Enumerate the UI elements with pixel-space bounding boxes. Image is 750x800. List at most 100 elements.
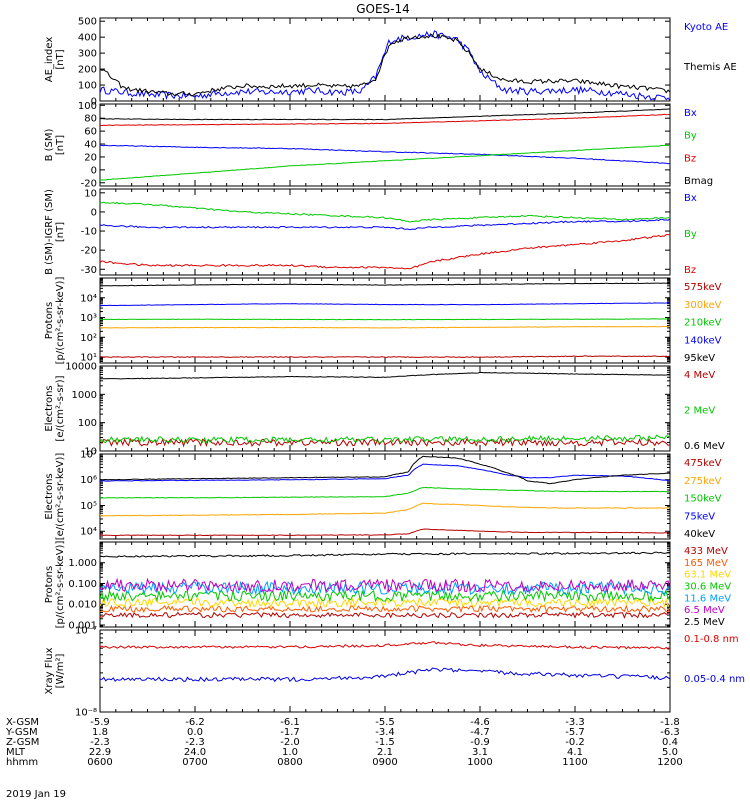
panel-frame (99, 629, 671, 713)
footer-value: -3.4 (375, 727, 395, 738)
series-line (100, 577, 670, 594)
series-line (100, 455, 670, 485)
y-tick-label: 10000 (65, 362, 97, 373)
legend-entry: By (684, 229, 697, 240)
legend-entry: Bx (684, 108, 697, 119)
footer-value: -5.7 (565, 727, 585, 738)
legend-entry: 75keV (684, 511, 715, 522)
y-tick-label: 10 (84, 188, 97, 199)
footer-value: 24.0 (184, 747, 206, 758)
y-tick-label: 40 (84, 140, 97, 151)
series-line (100, 144, 670, 181)
series-line (100, 201, 670, 223)
panel-ae: 0 100 200 300 400 500 AE_index[nT] Kyoto AE Them… (44, 17, 737, 108)
series-line (100, 371, 670, 380)
series-line (100, 486, 670, 499)
legend-entry: 575keV (684, 282, 722, 293)
footer-value: 4.1 (567, 747, 583, 758)
footer-value: 0.4 (662, 737, 678, 748)
legend-entry: 275keV (684, 476, 722, 487)
y-tick-label: 0.010 (68, 600, 97, 611)
legend-entry: 475keV (684, 458, 722, 469)
y-tick-label: 0 (91, 97, 97, 108)
footer-value: 5.0 (662, 747, 678, 758)
footer-value: 0600 (87, 757, 112, 768)
y-tick-label: 0.001 (68, 620, 97, 631)
series-line (100, 434, 670, 444)
y-axis-label-line: AE_index (44, 37, 55, 83)
y-tick-label: 1.000 (68, 558, 97, 569)
y-tick-label: -10 (81, 227, 97, 238)
y-axis-label-line: Protons (44, 302, 55, 339)
y-axis-label: Electrons[e/(cm²-s-sr)] (44, 375, 66, 441)
footer-value: 3.1 (472, 747, 488, 758)
legend-entry: 30.6 MeV (684, 582, 731, 593)
plot-title: GOES-14 (356, 2, 410, 16)
legend-entry: 6.5 MeV (684, 605, 725, 616)
series-line (100, 667, 670, 683)
panel-protons_high: 0.0010.0100.1001.000Protons[p/(cm²-s-sr-… (44, 541, 731, 632)
date-label: 2019 Jan 19 (6, 789, 66, 800)
footer-value: 1.8 (92, 727, 108, 738)
legend-entry: 40keV (684, 529, 715, 540)
footer-value: -6.1 (280, 717, 300, 728)
footer-value: -5.9 (90, 717, 110, 728)
footer-value: -1.8 (660, 717, 680, 728)
legend-entry: 4 MeV (684, 370, 715, 381)
footer-row-label: Y-GSM (5, 727, 38, 738)
y-axis-label-line: [nT] (55, 49, 66, 69)
footer-value: 1.0 (282, 747, 298, 758)
footer-value: -1.7 (280, 727, 300, 738)
y-axis-label: Protons[p/(cm²-s-sr-keV)] (44, 277, 66, 365)
y-axis-label-line: [nT] (55, 135, 66, 155)
y-tick-label: 1000 (72, 390, 97, 401)
footer-value: -5.5 (375, 717, 395, 728)
y-axis-label: B (SM)-IGRF (SM)[nT] (44, 189, 66, 275)
y-tick-label: -20 (81, 246, 97, 257)
legend-entry: 0.1-0.8 nm (684, 634, 739, 645)
y-axis-label: Protons[p/(cm²-s-sr-keV)] (44, 541, 66, 629)
footer-value: -4.6 (470, 717, 490, 728)
footer-value: -1.5 (375, 737, 395, 748)
legend-entry: By (684, 131, 697, 142)
footer-value: -0.2 (565, 737, 585, 748)
y-axis-label-line: [nT] (55, 222, 66, 242)
y-tick-label: 10⁴ (80, 293, 97, 304)
legend-entry: Bmag (684, 176, 713, 187)
legend-entry: Bz (684, 265, 696, 276)
y-tick-label: 10³ (80, 313, 97, 324)
legend-entry: 210keV (684, 318, 722, 329)
panel-electrons_int: 10 100 1000 10000 Electrons[e/(cm²-s-sr)] 4 M… (44, 362, 725, 458)
y-axis-label-line: [p/(cm²-s-sr-keV)] (55, 277, 66, 365)
y-tick-label: 10⁴ (80, 527, 97, 538)
series-line (100, 325, 670, 329)
y-axis-label: Xray Flux[W/m²] (44, 647, 66, 694)
series-line (100, 611, 670, 619)
panel-b_minus_igrf: -30 -20 -10 0 10 B (SM)-IGRF (SM)[nT] Bx By Bz (44, 188, 697, 276)
y-axis-label: Electrons[e/(cm²-s-sr-keV)] (44, 453, 66, 541)
series-line (100, 318, 670, 321)
series-line (100, 437, 670, 448)
footer-value: 1200 (657, 757, 682, 768)
series-line (100, 30, 670, 101)
y-axis-label-line: [e/(cm²-s-sr-keV)] (55, 453, 66, 541)
y-tick-label: 0 (91, 165, 97, 176)
series-line (100, 596, 670, 609)
footer-value: 0.0 (187, 727, 203, 738)
legend-entry: 95keV (684, 353, 715, 364)
y-axis-label-line: [p/(cm²-s-sr-keV)] (55, 541, 66, 629)
y-axis-label: B (SM)[nT] (44, 128, 66, 161)
footer-value: -3.3 (565, 717, 585, 728)
footer-value: -0.9 (470, 737, 490, 748)
panel-xray: 10⁻⁸ 10⁻⁷ Xray Flux[W/m²] 0.1-0.8 nm 0.05-0.… (44, 626, 745, 719)
orbit-footer: X-GSMY-GSMZ-GSMMLThhmm-5.91.8-2.322.9060… (5, 717, 683, 768)
series-line (100, 355, 670, 358)
panel-electrons_diff: 10⁴ 10⁵ 10⁶ 10⁷ Electrons[e/(cm²-s-sr-keV)] 4… (44, 450, 722, 541)
y-tick-label: 10⁻⁸ (75, 708, 97, 719)
series-line (100, 33, 670, 97)
y-axis-label-line: Xray Flux (44, 647, 55, 694)
y-tick-label: 100 (78, 81, 97, 92)
